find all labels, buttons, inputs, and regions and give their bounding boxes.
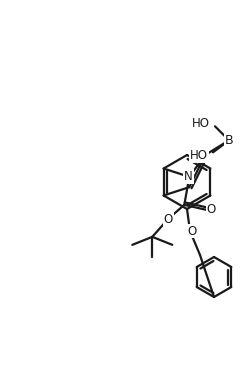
Text: O: O <box>187 225 197 238</box>
Text: B: B <box>225 134 233 147</box>
Text: N: N <box>184 170 193 183</box>
Text: O: O <box>164 213 173 227</box>
Text: O: O <box>207 203 216 216</box>
Text: HO: HO <box>192 117 210 130</box>
Text: HO: HO <box>190 149 208 162</box>
